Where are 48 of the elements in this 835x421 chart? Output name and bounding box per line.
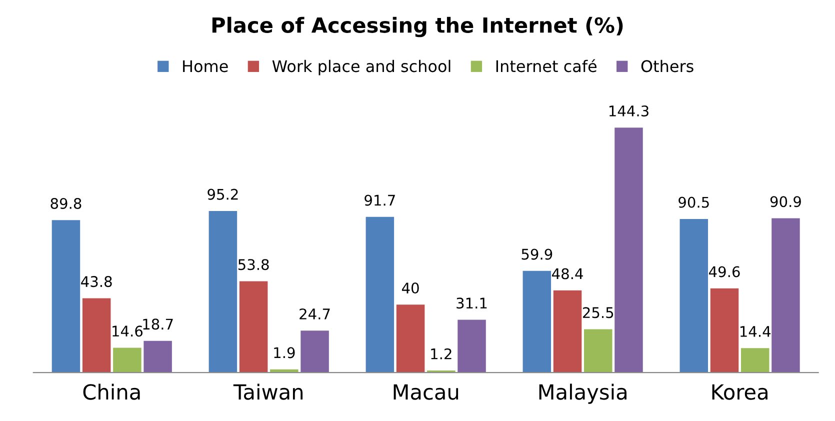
bar <box>710 288 739 373</box>
bar <box>208 210 238 373</box>
data-label: 91.7 <box>364 194 395 206</box>
bar <box>614 128 643 373</box>
x-tick-label: Taiwan <box>233 384 303 400</box>
data-label: 43.8 <box>81 276 112 288</box>
x-tick-label: China <box>83 384 140 400</box>
bar <box>300 330 329 373</box>
bar <box>584 329 612 373</box>
data-label: 59.9 <box>522 248 552 260</box>
bar <box>144 340 172 373</box>
bar <box>740 348 770 373</box>
data-label: 49.6 <box>708 266 740 278</box>
x-tick-label: Macau <box>394 384 458 400</box>
legend-label: Others <box>641 60 694 72</box>
data-label: 24.7 <box>300 308 330 320</box>
data-label: 90.5 <box>678 196 709 208</box>
data-label: 1.2 <box>431 348 452 360</box>
bar <box>522 270 552 373</box>
data-label: 48.4 <box>552 268 583 280</box>
data-label: 25.5 <box>582 307 614 318</box>
data-label: 95.2 <box>208 188 238 200</box>
bar <box>396 304 425 373</box>
bar <box>113 348 142 373</box>
bar <box>772 218 800 373</box>
data-label: 40 <box>402 282 419 294</box>
bar <box>239 281 268 373</box>
bar <box>553 290 582 373</box>
x-tick-label: Korea <box>712 384 768 400</box>
data-label: 89.8 <box>50 198 82 209</box>
data-label: 18.7 <box>143 318 173 330</box>
bar <box>366 216 394 373</box>
data-label: 53.8 <box>238 259 269 270</box>
data-label: 14.6 <box>112 326 143 337</box>
bar <box>82 298 111 373</box>
data-label: 14.4 <box>740 326 771 337</box>
legend-label: Work place and school <box>272 60 450 76</box>
data-label: 90.9 <box>770 196 801 208</box>
x-tick-label: Malaysia <box>539 384 626 404</box>
data-label: 144.3 <box>609 105 648 116</box>
bar <box>680 218 708 373</box>
bar <box>52 220 80 373</box>
data-label: 31.1 <box>456 298 487 309</box>
chart-title: Place of Accessing the Internet (%) <box>212 16 623 38</box>
bar <box>458 320 486 373</box>
legend-label: Internet café <box>496 59 596 72</box>
legend-label: Home <box>183 60 228 72</box>
data-label: 1.9 <box>274 347 295 358</box>
